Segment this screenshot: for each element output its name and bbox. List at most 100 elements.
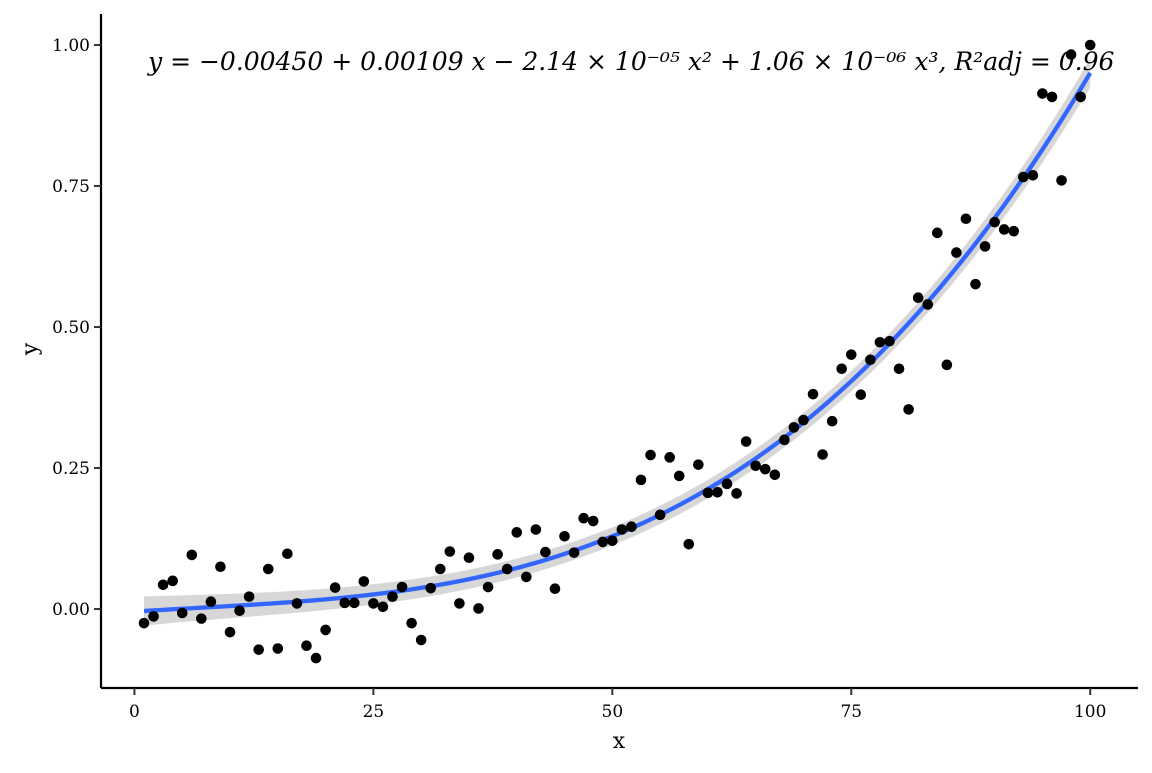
data-point xyxy=(912,292,924,304)
data-point xyxy=(664,452,675,463)
data-point xyxy=(167,575,178,587)
data-point xyxy=(673,470,685,482)
data-point xyxy=(884,335,895,347)
data-point xyxy=(425,582,437,594)
data-point xyxy=(798,414,809,426)
x-tick-label: 50 xyxy=(602,702,624,722)
data-point xyxy=(826,415,838,427)
data-point xyxy=(243,591,255,602)
text-layer: y = −0.00450 + 0.00109 x − 2.14 × 10⁻⁰⁵ … xyxy=(18,47,1114,754)
data-point xyxy=(387,591,398,602)
y-tick-label: 0.25 xyxy=(52,459,90,479)
data-point xyxy=(989,216,1000,228)
data-point xyxy=(807,388,819,400)
data-point xyxy=(635,474,647,486)
data-point xyxy=(721,478,733,490)
data-point xyxy=(282,548,293,560)
data-point xyxy=(415,634,427,646)
data-point xyxy=(645,449,656,461)
data-point xyxy=(865,354,876,366)
y-tick-label: 0.00 xyxy=(52,600,90,620)
data-point xyxy=(683,538,695,550)
data-point xyxy=(1056,175,1067,186)
data-point xyxy=(196,613,207,624)
data-point xyxy=(587,515,599,527)
data-point xyxy=(788,422,800,433)
data-point xyxy=(291,598,303,609)
data-point xyxy=(473,603,484,614)
data-point xyxy=(530,524,542,535)
data-point xyxy=(492,549,503,560)
data-point xyxy=(482,581,494,593)
data-point xyxy=(1075,91,1086,103)
data-point xyxy=(358,576,370,587)
data-point xyxy=(540,546,551,558)
data-point xyxy=(931,227,943,239)
data-point xyxy=(731,488,742,499)
data-point xyxy=(779,434,790,446)
data-point xyxy=(511,527,523,538)
data-point xyxy=(970,278,981,290)
data-point xyxy=(874,336,886,348)
data-point xyxy=(568,547,580,558)
x-tick-label: 75 xyxy=(840,702,862,722)
data-point xyxy=(234,605,245,617)
data-point xyxy=(368,598,379,609)
confidence-band-layer xyxy=(144,58,1091,626)
data-point xyxy=(1084,39,1096,51)
y-tick-label: 0.50 xyxy=(52,318,90,338)
data-point xyxy=(521,571,532,583)
data-point xyxy=(205,596,217,608)
data-point xyxy=(339,597,351,609)
data-point xyxy=(157,579,169,591)
data-point xyxy=(186,549,198,561)
data-point xyxy=(607,535,618,547)
data-point xyxy=(262,563,274,575)
data-point xyxy=(998,224,1010,235)
x-tick-label: 25 xyxy=(363,702,385,722)
data-point xyxy=(903,404,914,415)
data-point xyxy=(1046,91,1058,103)
data-point xyxy=(377,601,389,613)
data-point xyxy=(712,486,723,498)
data-point xyxy=(444,546,456,557)
data-point xyxy=(434,563,446,575)
y-axis-title: y xyxy=(18,342,43,356)
data-point xyxy=(396,581,408,593)
data-point xyxy=(750,460,761,472)
data-point xyxy=(549,583,561,595)
data-point xyxy=(138,617,150,629)
data-point xyxy=(836,363,848,375)
y-tick-label: 0.75 xyxy=(52,177,90,197)
data-point xyxy=(759,463,771,475)
data-point xyxy=(654,509,666,521)
data-point xyxy=(1027,170,1039,181)
data-point xyxy=(979,241,991,252)
data-point xyxy=(176,607,188,619)
data-point xyxy=(320,624,331,636)
data-point xyxy=(253,644,264,655)
data-point xyxy=(769,469,781,481)
data-point xyxy=(348,597,360,609)
axes-layer: 0 25 50 75 100 0.00 0.25 0.50 0.75 1.00 xyxy=(52,14,1138,722)
x-axis-title: x xyxy=(613,729,626,754)
data-point xyxy=(301,640,312,651)
data-point xyxy=(578,512,589,524)
data-point xyxy=(597,536,609,548)
data-point xyxy=(951,247,962,258)
data-point xyxy=(148,611,159,622)
data-point xyxy=(272,643,284,654)
data-point xyxy=(845,349,857,360)
data-point xyxy=(224,626,236,638)
x-tick-label: 0 xyxy=(129,702,140,722)
data-point xyxy=(454,598,465,609)
data-point xyxy=(960,213,972,225)
regression-equation-label: y = −0.00450 + 0.00109 x − 2.14 × 10⁻⁰⁵ … xyxy=(147,47,1114,76)
data-point xyxy=(463,552,475,564)
data-point xyxy=(215,561,226,573)
data-point xyxy=(740,436,752,447)
confidence-band xyxy=(144,58,1091,626)
data-point xyxy=(406,617,417,629)
